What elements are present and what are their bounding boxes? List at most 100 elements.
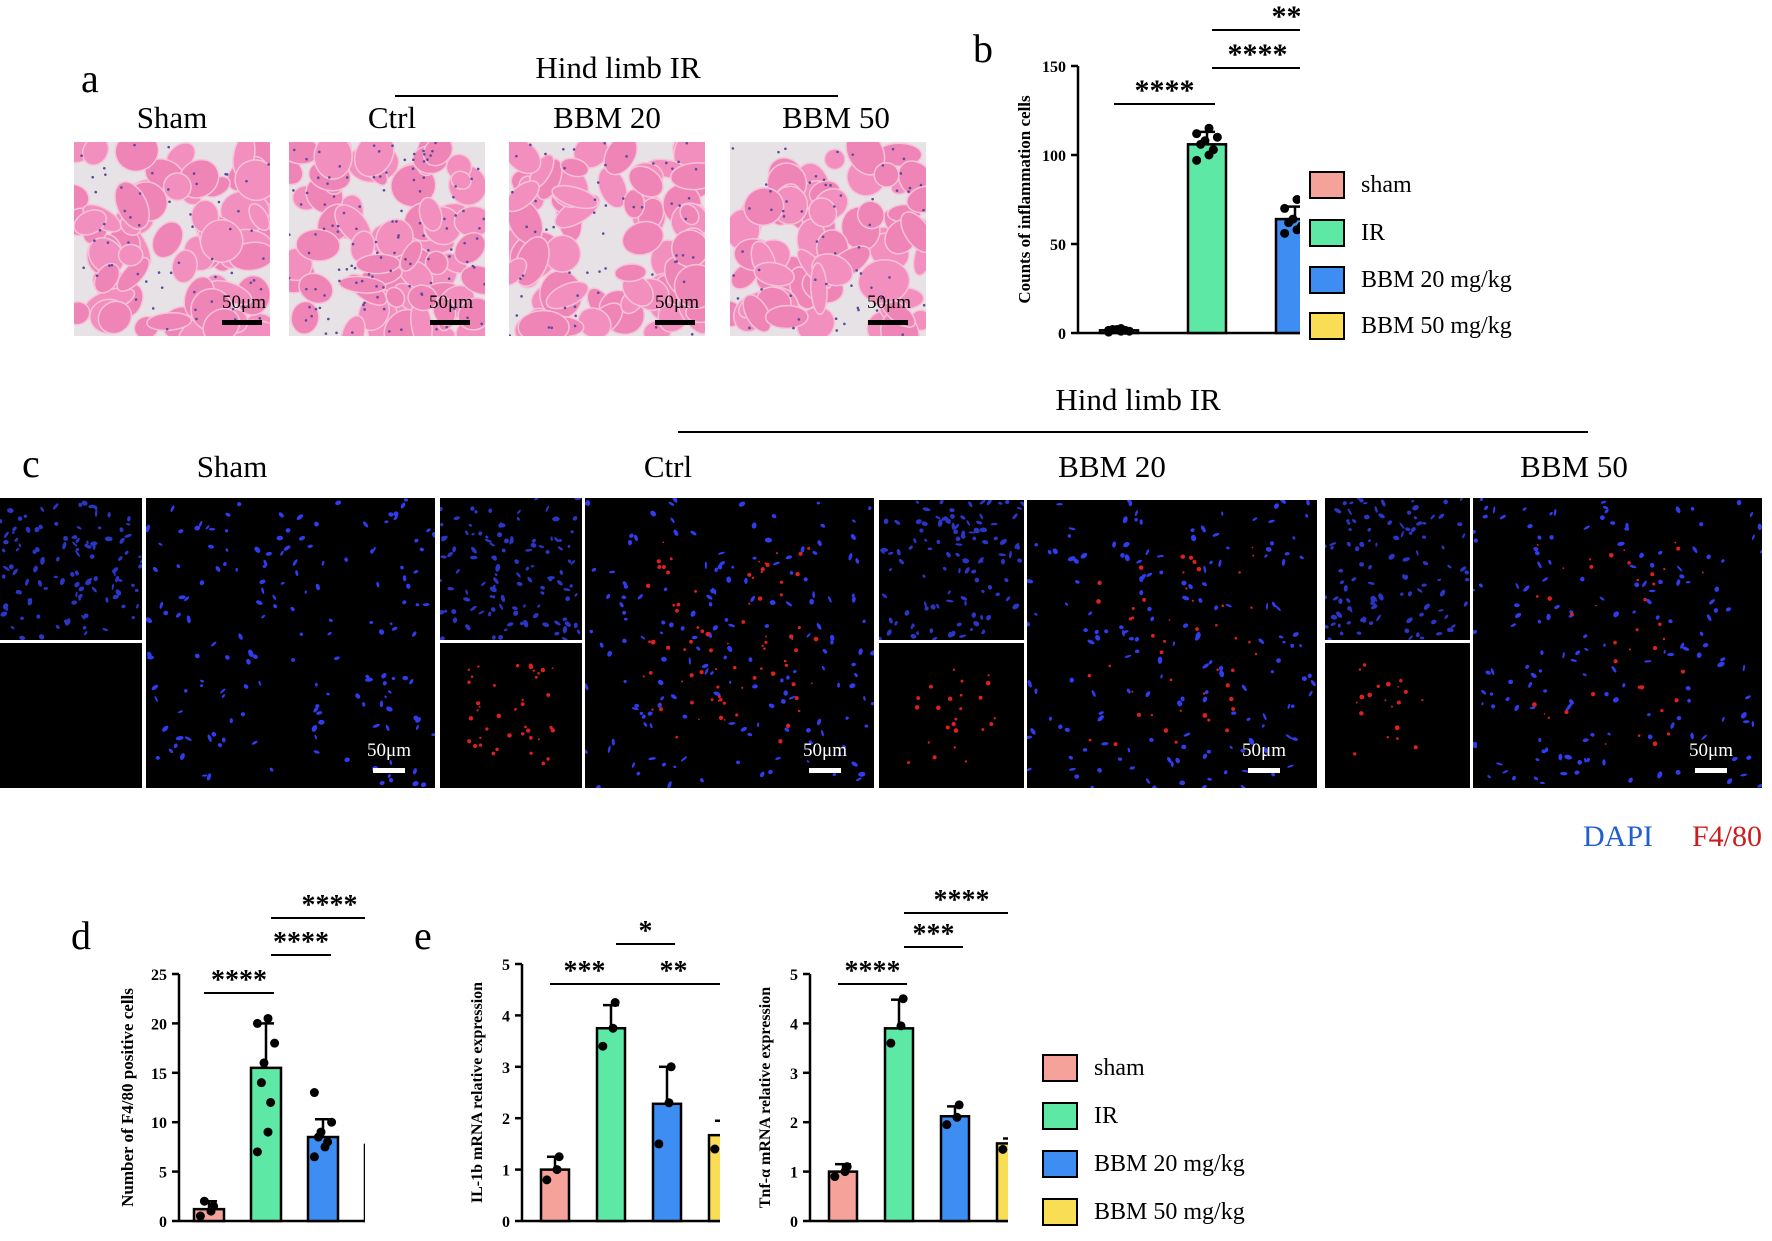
fluorescence-texture (1027, 500, 1316, 788)
if-scale-bar-ctrl (809, 768, 841, 773)
stain-dapi-label: DAPI (1583, 820, 1654, 853)
data-point (898, 994, 908, 1004)
y-tick-label: 5 (502, 957, 510, 974)
he-texture-svg (289, 142, 485, 336)
data-point (1192, 155, 1202, 165)
significance-label: **** (845, 956, 901, 987)
he-scale-label-bbm50: 50μm (867, 292, 911, 313)
data-point (554, 1152, 564, 1162)
data-point (608, 1023, 618, 1033)
legend-e-bbm20: BBM 20 mg/kg (1042, 1150, 1245, 1178)
data-point (830, 1172, 840, 1182)
data-point (270, 1038, 280, 1048)
bar (306, 1135, 340, 1223)
data-point (1288, 214, 1298, 224)
stain-f480-label: F4/80 (1692, 820, 1763, 853)
if-sham-merge (146, 498, 435, 788)
significance-label: **** (1272, 0, 1301, 33)
data-point (842, 1162, 852, 1172)
legend-swatch (1309, 266, 1345, 294)
fluorescence-texture (467, 663, 556, 766)
legend-label: BBM 20 mg/kg (1361, 266, 1512, 293)
bar (939, 1115, 971, 1223)
y-tick-label: 4 (790, 1016, 798, 1033)
data-point (598, 1041, 608, 1051)
data-point (1124, 326, 1134, 336)
data-point (896, 1021, 906, 1031)
hind-limb-ir-header-c: Hind limb IR (1055, 382, 1221, 417)
if-sham-f480-inset (0, 643, 142, 788)
bar (1186, 143, 1228, 335)
data-point (323, 1137, 333, 1147)
y-tick-label: 20 (151, 1016, 167, 1033)
legend-swatch (1042, 1150, 1078, 1178)
he-scale-bar-bbm50 (868, 320, 908, 325)
y-tick-label: 0 (159, 1214, 167, 1231)
he-scale-label-sham: 50μm (222, 292, 266, 313)
legend-label: BBM 50 mg/kg (1361, 312, 1512, 339)
data-point (1296, 221, 1300, 231)
he-image-bbm20 (509, 142, 705, 336)
significance-label: **** (273, 927, 329, 958)
if-scale-bar-sham (373, 768, 405, 773)
y-tick-label: 5 (159, 1165, 167, 1182)
data-point (1200, 136, 1210, 146)
data-point (1208, 145, 1218, 155)
he-texture (730, 142, 926, 336)
data-point (1116, 324, 1126, 334)
he-scale-bar-ctrl (430, 320, 470, 325)
he-scale-bar-bbm20 (655, 320, 695, 325)
significance-label: **** (211, 965, 267, 996)
he-label-bbm50: BBM 50 (782, 100, 890, 135)
if-bbm50-dapi-inset (1325, 498, 1470, 640)
panel-letter-c: c (22, 441, 40, 486)
y-tick-label: 50 (1050, 237, 1066, 254)
legend-b-bbm20: BBM 20 mg/kg (1309, 266, 1512, 294)
y-tick-label: 100 (1042, 148, 1066, 165)
he-texture-svg (730, 142, 926, 336)
chart-d: 0 5 10 15 20 25 Number of F4/80 positive cells… (118, 890, 365, 1231)
fluorescence-texture (440, 498, 582, 640)
y-tick-label: 25 (151, 967, 167, 984)
if-bbm50-f480-inset (1325, 643, 1470, 788)
if-scale-label-bbm50: 50μm (1689, 740, 1733, 761)
data-point (942, 1120, 952, 1130)
legend-label: BBM 20 mg/kg (1094, 1150, 1245, 1177)
y-tick-label: 10 (151, 1115, 167, 1132)
y-tick-label: 150 (1042, 59, 1066, 76)
fluorescence-texture (1325, 498, 1470, 640)
he-label-bbm20: BBM 20 (553, 100, 661, 135)
significance-label: **** (1228, 38, 1288, 71)
bar (995, 1142, 1008, 1223)
chart-b: 0 50 100 150 Counts of inflammation cells ***… (1015, 0, 1301, 343)
data-point (552, 1165, 562, 1175)
data-point (1204, 123, 1214, 133)
data-point (259, 1058, 269, 1068)
bar (595, 1027, 627, 1223)
he-label-sham: Sham (136, 100, 208, 135)
if-scale-label-bbm20: 50μm (1242, 740, 1286, 761)
if-scale-bar-bbm50 (1695, 768, 1727, 773)
data-point (252, 1018, 262, 1028)
fluorescence-texture (0, 500, 142, 640)
panel-letter-d: d (71, 913, 91, 958)
y-tick-label: 3 (502, 1060, 510, 1077)
if-ctrl-f480-inset (440, 643, 582, 788)
legend-swatch (1309, 171, 1345, 199)
y-tick-label: 0 (1058, 326, 1066, 343)
panel-letter-a: a (81, 56, 99, 101)
fluorescence-texture (585, 498, 874, 788)
data-point (209, 1201, 219, 1211)
he-image-sham (74, 142, 270, 336)
data-point (1280, 203, 1290, 213)
legend-swatch (1309, 219, 1345, 247)
bar (249, 1066, 283, 1223)
data-point (263, 1127, 273, 1137)
he-image-bbm50 (730, 142, 926, 336)
fluorescence-texture (146, 498, 435, 788)
data-point (1192, 129, 1202, 139)
if-sham-dapi-inset (0, 498, 142, 640)
y-tick-label: 15 (151, 1066, 167, 1083)
data-point (309, 1152, 319, 1162)
